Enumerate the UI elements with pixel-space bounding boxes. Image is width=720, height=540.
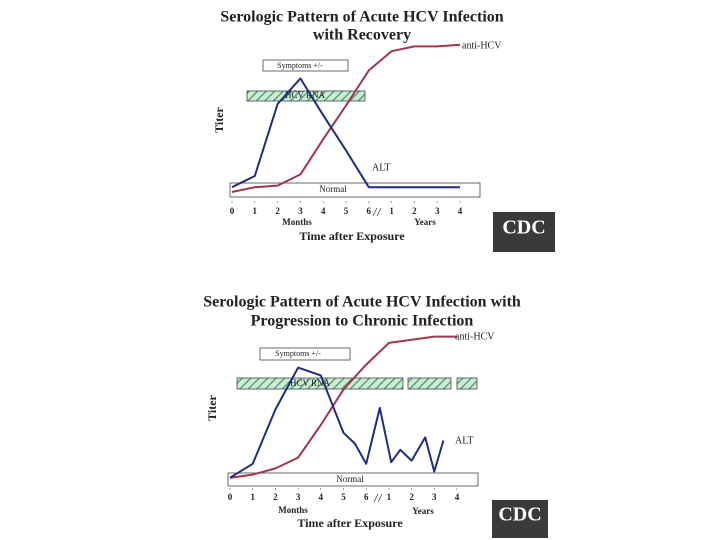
axis-break (373, 493, 379, 503)
axis-sublabel: Months (278, 505, 308, 515)
axis-break (377, 493, 383, 503)
chart-title: Progression to Chronic Infection (251, 313, 474, 330)
series-label: ALT (455, 435, 474, 446)
series-line (229, 335, 457, 479)
x-tick-label: 1 (389, 206, 394, 216)
logo: CDC (498, 504, 541, 526)
chart-title: Serologic Pattern of Acute HCV Infection (220, 9, 503, 26)
axis-break (376, 207, 382, 217)
x-tick-label: 1 (387, 492, 392, 502)
x-tick-label: 2 (409, 492, 414, 502)
x-tick-label: 4 (455, 492, 460, 502)
annotation: Normal (319, 184, 347, 194)
x-tick-label: 3 (296, 492, 301, 502)
x-axis-label: Time after Exposure (299, 229, 405, 243)
logo-box (492, 500, 548, 538)
axis-sublabel: Years (412, 506, 434, 516)
hcv-rna-box (246, 90, 366, 102)
hcv-rna-box (456, 377, 478, 390)
y-axis-label: Titer (212, 106, 226, 132)
annotation: Normal (336, 474, 364, 484)
annotation: Symptoms +/- (275, 349, 321, 358)
x-tick-label: 4 (458, 206, 463, 216)
normal-box (229, 182, 481, 198)
series-label: anti-HCV (462, 40, 502, 51)
hcv-rna-box (236, 377, 404, 390)
symptoms-box (259, 347, 351, 361)
chart-title: with Recovery (313, 27, 411, 44)
x-tick-label: 2 (275, 206, 280, 216)
x-tick-label: 3 (435, 206, 440, 216)
x-tick-label: 3 (298, 206, 303, 216)
series-line (231, 77, 460, 189)
x-tick-label: 0 (228, 492, 233, 502)
hcv-rna-box (407, 377, 452, 390)
x-tick-label: 2 (412, 206, 417, 216)
annotation: HCV RNA (285, 90, 326, 100)
x-tick-label: 3 (432, 492, 437, 502)
x-axis-label: Time after Exposure (297, 516, 403, 530)
x-tick-label: 4 (321, 206, 326, 216)
x-tick-label: 0 (230, 206, 235, 216)
x-tick-label: 6 (364, 492, 369, 502)
axis-sublabel: Months (282, 217, 312, 227)
y-axis-label: Titer (205, 394, 219, 420)
symptoms-box (262, 59, 349, 72)
x-tick-label: 4 (319, 492, 324, 502)
annotation: HCV RNA (290, 378, 331, 388)
x-tick-label: 2 (273, 492, 278, 502)
chart-title: Serologic Pattern of Acute HCV Infection… (203, 294, 521, 311)
annotation: Symptoms +/- (277, 61, 323, 70)
series-label: ALT (372, 162, 391, 173)
series-line (229, 366, 445, 479)
axis-break (372, 207, 378, 217)
series-line (231, 43, 461, 193)
x-tick-label: 5 (341, 492, 346, 502)
normal-box (227, 472, 479, 487)
x-tick-label: 6 (367, 206, 372, 216)
axis-sublabel: Years (414, 217, 436, 227)
series-label: anti-HCV (455, 331, 495, 342)
x-tick-label: 1 (253, 206, 258, 216)
logo-box (493, 212, 555, 252)
logo: CDC (502, 216, 545, 238)
x-tick-label: 1 (250, 492, 255, 502)
x-tick-label: 5 (344, 206, 349, 216)
